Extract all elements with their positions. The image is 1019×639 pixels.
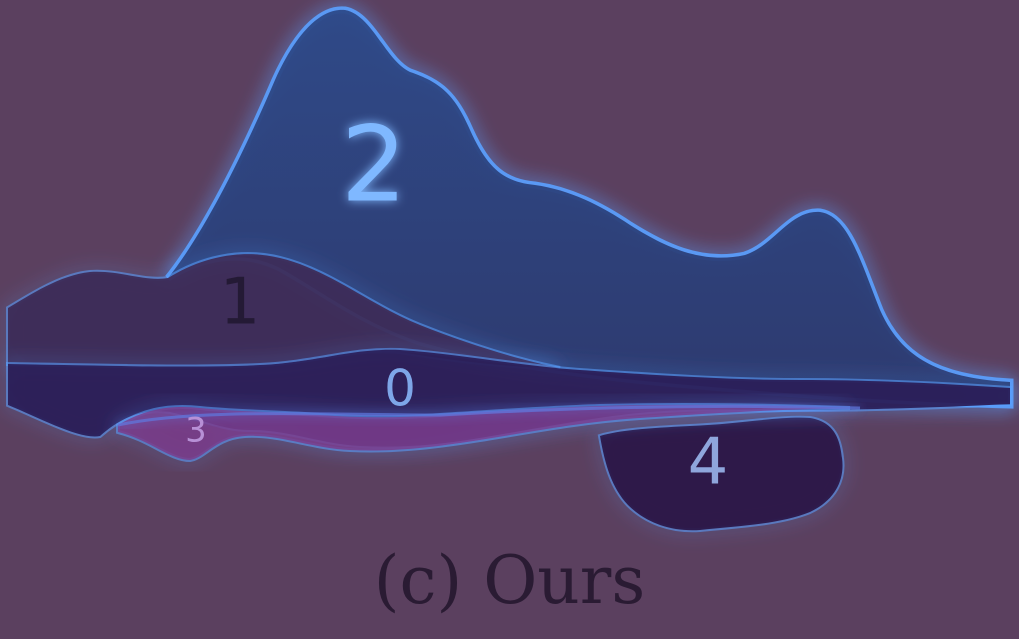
layer-3 <box>118 404 850 460</box>
layer-label-3: 3 <box>185 411 207 451</box>
figure-caption: (c) Ours <box>373 542 646 619</box>
layer-1 <box>8 254 560 368</box>
streamgraph: 0 1 2 3 4 <box>6 6 1014 533</box>
stream-layers <box>6 6 1014 533</box>
layer-label-1: 1 <box>220 266 261 340</box>
layer-label-4: 4 <box>688 426 729 500</box>
layer-labels: 0 1 2 3 4 <box>185 103 728 499</box>
layer-boundary-highlight <box>117 404 861 427</box>
layer-label-2: 2 <box>341 103 407 225</box>
layer-label-0: 0 <box>384 360 416 418</box>
layer-4 <box>600 417 843 531</box>
